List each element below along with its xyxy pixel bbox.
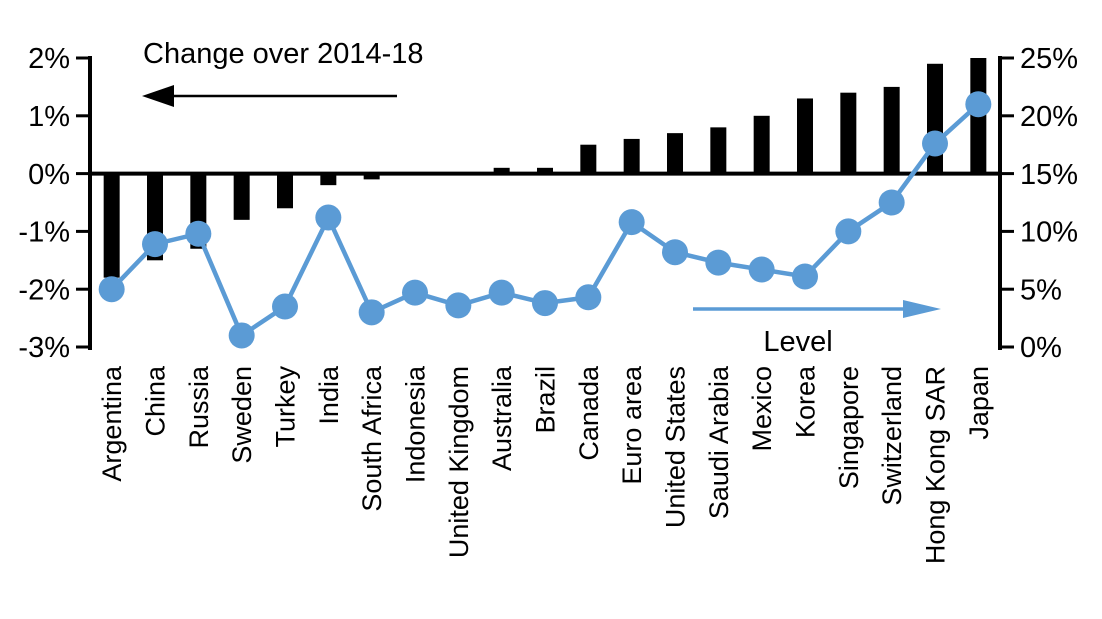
category-label-mexico: Mexico: [747, 366, 777, 452]
bar-united-states: [667, 133, 683, 174]
right-axis-tick-label: 20%: [1020, 101, 1078, 133]
level-dot-singapore: [835, 218, 862, 245]
right-axis-tick-label: 10%: [1020, 217, 1078, 249]
level-dot-canada: [575, 284, 602, 311]
left-axis-tick-label: -3%: [18, 332, 70, 364]
level-dot-switzerland: [878, 189, 905, 216]
category-label-russia: Russia: [184, 365, 214, 449]
bar-saudi-arabia: [710, 127, 727, 174]
category-label-india: India: [314, 365, 344, 425]
category-label-korea: Korea: [790, 365, 820, 438]
category-label-china: China: [140, 365, 170, 437]
category-label-indonesia: Indonesia: [400, 365, 430, 483]
line-series-annotation: Level: [763, 326, 832, 358]
category-labels-layer: Argentina China Russia Sweden Turkey India Sou…: [97, 365, 994, 564]
annotations-layer: Change over 2014-18 Level: [142, 38, 941, 358]
right-axis-tick-label: 0%: [1020, 332, 1062, 364]
category-label-japan: Japan: [964, 366, 994, 440]
level-dot-china: [142, 231, 168, 258]
left-axis-tick-label: 2%: [28, 43, 70, 75]
level-dot-indonesia: [402, 279, 428, 306]
level-dot-euro-area: [618, 209, 645, 236]
axes-layer: [76, 56, 1014, 350]
bar-canada: [580, 144, 597, 174]
right-arrow-icon: [903, 300, 941, 318]
bar-series-annotation: Change over 2014-18: [143, 38, 424, 70]
left-axis-tick-label: 0%: [28, 159, 70, 191]
tick-labels-layer: 2% 1% 0% -1% -2% -3% 25% 20% 15% 10% 5% 0%: [18, 43, 1078, 364]
level-dot-united-states: [662, 239, 688, 266]
level-dot-united-kingdom: [445, 292, 472, 319]
bar-turkey: [277, 173, 293, 209]
level-dot-india: [315, 204, 342, 231]
category-label-united-states: United States: [660, 366, 690, 528]
level-dot-argentina: [98, 276, 125, 303]
category-label-australia: Australia: [487, 365, 517, 471]
level-dot-hong-kong-sar: [922, 130, 948, 157]
bar-sweden: [233, 173, 250, 220]
line-layer: [98, 91, 992, 349]
level-dot-australia: [488, 279, 515, 306]
level-dot-russia: [185, 220, 212, 247]
right-axis-tick-label: 5%: [1020, 274, 1062, 306]
bar-korea: [797, 98, 813, 174]
bar-india: [320, 173, 337, 186]
category-label-switzerland: Switzerland: [877, 366, 907, 506]
bar-mexico: [753, 115, 770, 174]
category-label-united-kingdom: United Kingdom: [444, 366, 474, 558]
bar-switzerland: [883, 86, 900, 174]
level-dot-brazil: [532, 290, 558, 317]
bar-argentina: [103, 173, 120, 278]
category-label-saudi-arabia: Saudi Arabia: [704, 365, 734, 519]
level-dot-turkey: [272, 293, 298, 320]
bar-hong-kong-sar: [927, 63, 943, 174]
category-label-turkey: Turkey: [270, 366, 300, 448]
level-dot-korea: [792, 263, 818, 290]
category-label-brazil: Brazil: [530, 366, 560, 434]
category-label-sweden: Sweden: [227, 366, 257, 464]
level-dot-mexico: [748, 256, 775, 283]
level-dot-japan: [965, 91, 992, 118]
bar-singapore: [840, 92, 857, 174]
bar-brazil: [537, 167, 553, 174]
category-label-south-africa: South Africa: [357, 365, 387, 512]
category-label-canada: Canada: [574, 365, 604, 461]
category-label-argentina: Argentina: [97, 365, 127, 482]
left-axis-tick-label: -2%: [18, 274, 70, 306]
left-arrow-icon: [142, 85, 174, 107]
left-axis-tick-label: -1%: [18, 217, 70, 249]
category-label-hong-kong-sar: Hong Kong SAR: [920, 366, 950, 564]
bar-south-africa: [363, 173, 380, 180]
level-dot-sweden: [228, 322, 255, 349]
right-axis-tick-label: 25%: [1020, 43, 1078, 75]
level-dot-saudi-arabia: [705, 249, 732, 276]
bar-australia: [493, 167, 510, 174]
category-label-euro-area: Euro area: [617, 365, 647, 485]
bar-euro-area: [623, 138, 640, 174]
left-axis-tick-label: 1%: [28, 101, 70, 133]
right-axis-tick-label: 15%: [1020, 159, 1078, 191]
level-dot-south-africa: [358, 299, 385, 326]
bars-layer: [103, 58, 987, 278]
category-label-singapore: Singapore: [834, 366, 864, 489]
